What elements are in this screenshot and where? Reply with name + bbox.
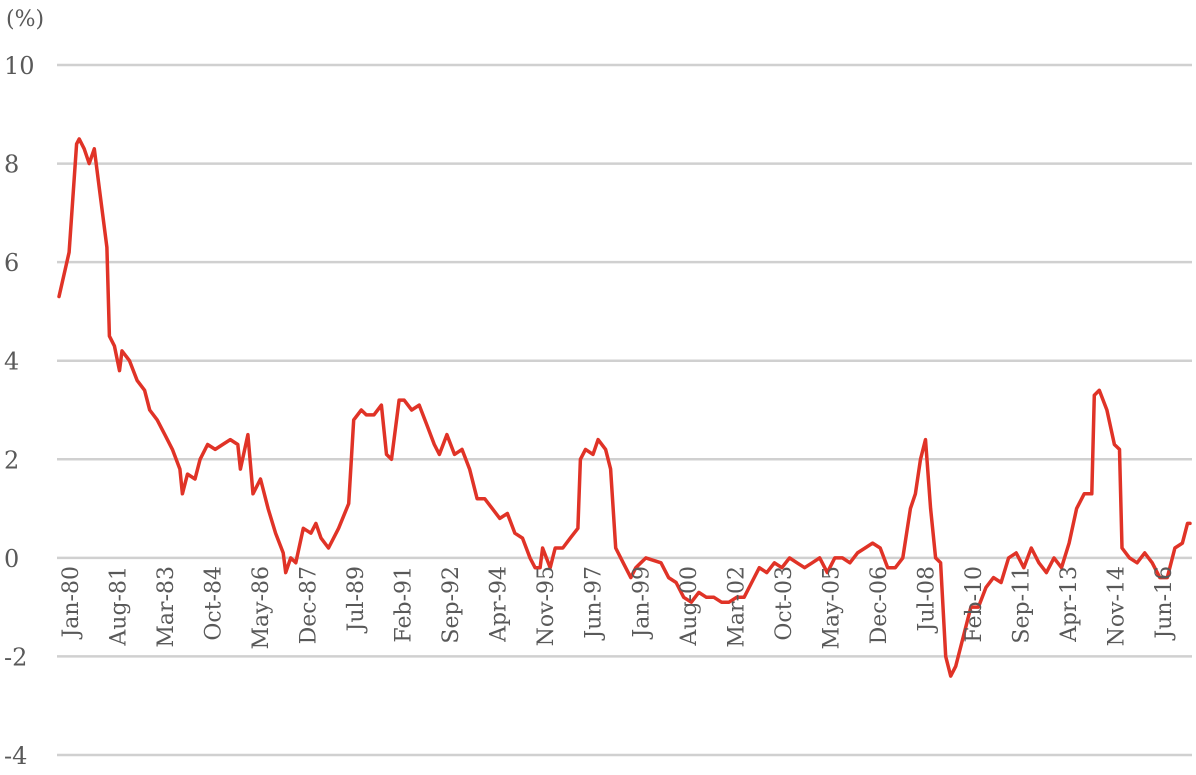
gridlines [57, 63, 1192, 757]
series-line [57, 137, 1192, 678]
x-tick-label: Feb-91 [392, 566, 417, 643]
x-tick-label: Sep-92 [439, 566, 464, 644]
x-tick-label: Jul-89 [344, 566, 369, 633]
y-tick-label: -4 [4, 742, 27, 770]
x-tick-label: Oct-03 [772, 566, 797, 641]
x-tick-label: Mar-02 [724, 566, 749, 648]
x-tick-label: Jan-99 [629, 566, 654, 640]
x-tick-label: May-86 [249, 566, 274, 650]
y-tick-label: 10 [4, 52, 35, 80]
x-tick-label: Nov-14 [1105, 566, 1130, 646]
x-tick-label: Oct-84 [202, 566, 227, 641]
x-tick-labels: Jan-80 Aug-81 Mar-83 Oct-84 May-86 Dec-87 Jul-… [59, 566, 1177, 650]
x-tick-label: Apr-94 [487, 566, 512, 643]
x-tick-label: Dec-06 [867, 566, 892, 644]
x-tick-label: Dec-87 [297, 566, 322, 644]
x-tick-label: Aug-00 [677, 566, 702, 647]
y-axis-unit-label: (%) [6, 7, 44, 32]
y-tick-label: 0 [4, 545, 19, 573]
x-tick-label: Jan-80 [59, 566, 84, 640]
y-tick-label: -2 [4, 643, 27, 671]
x-tick-label: May-05 [819, 566, 844, 650]
x-tick-label: Aug-81 [107, 566, 132, 647]
y-tick-label: 6 [4, 249, 19, 277]
x-tick-label: Jun-16 [1152, 566, 1177, 641]
plot-area [57, 137, 1192, 678]
y-tick-labels: -4 -2 0 2 4 6 8 10 [4, 52, 35, 770]
x-tick-label: Feb-10 [962, 566, 987, 643]
x-tick-label: Apr-13 [1057, 566, 1082, 643]
x-tick-label: Jul-08 [914, 566, 939, 633]
x-tick-label: Sep-11 [1009, 566, 1034, 644]
y-tick-label: 2 [4, 446, 19, 474]
y-tick-label: 8 [4, 151, 19, 179]
y-tick-label: 4 [4, 348, 19, 376]
x-tick-label: Nov-95 [534, 566, 559, 646]
x-tick-label: Jun-97 [582, 566, 607, 641]
x-tick-label: Mar-83 [154, 566, 179, 648]
